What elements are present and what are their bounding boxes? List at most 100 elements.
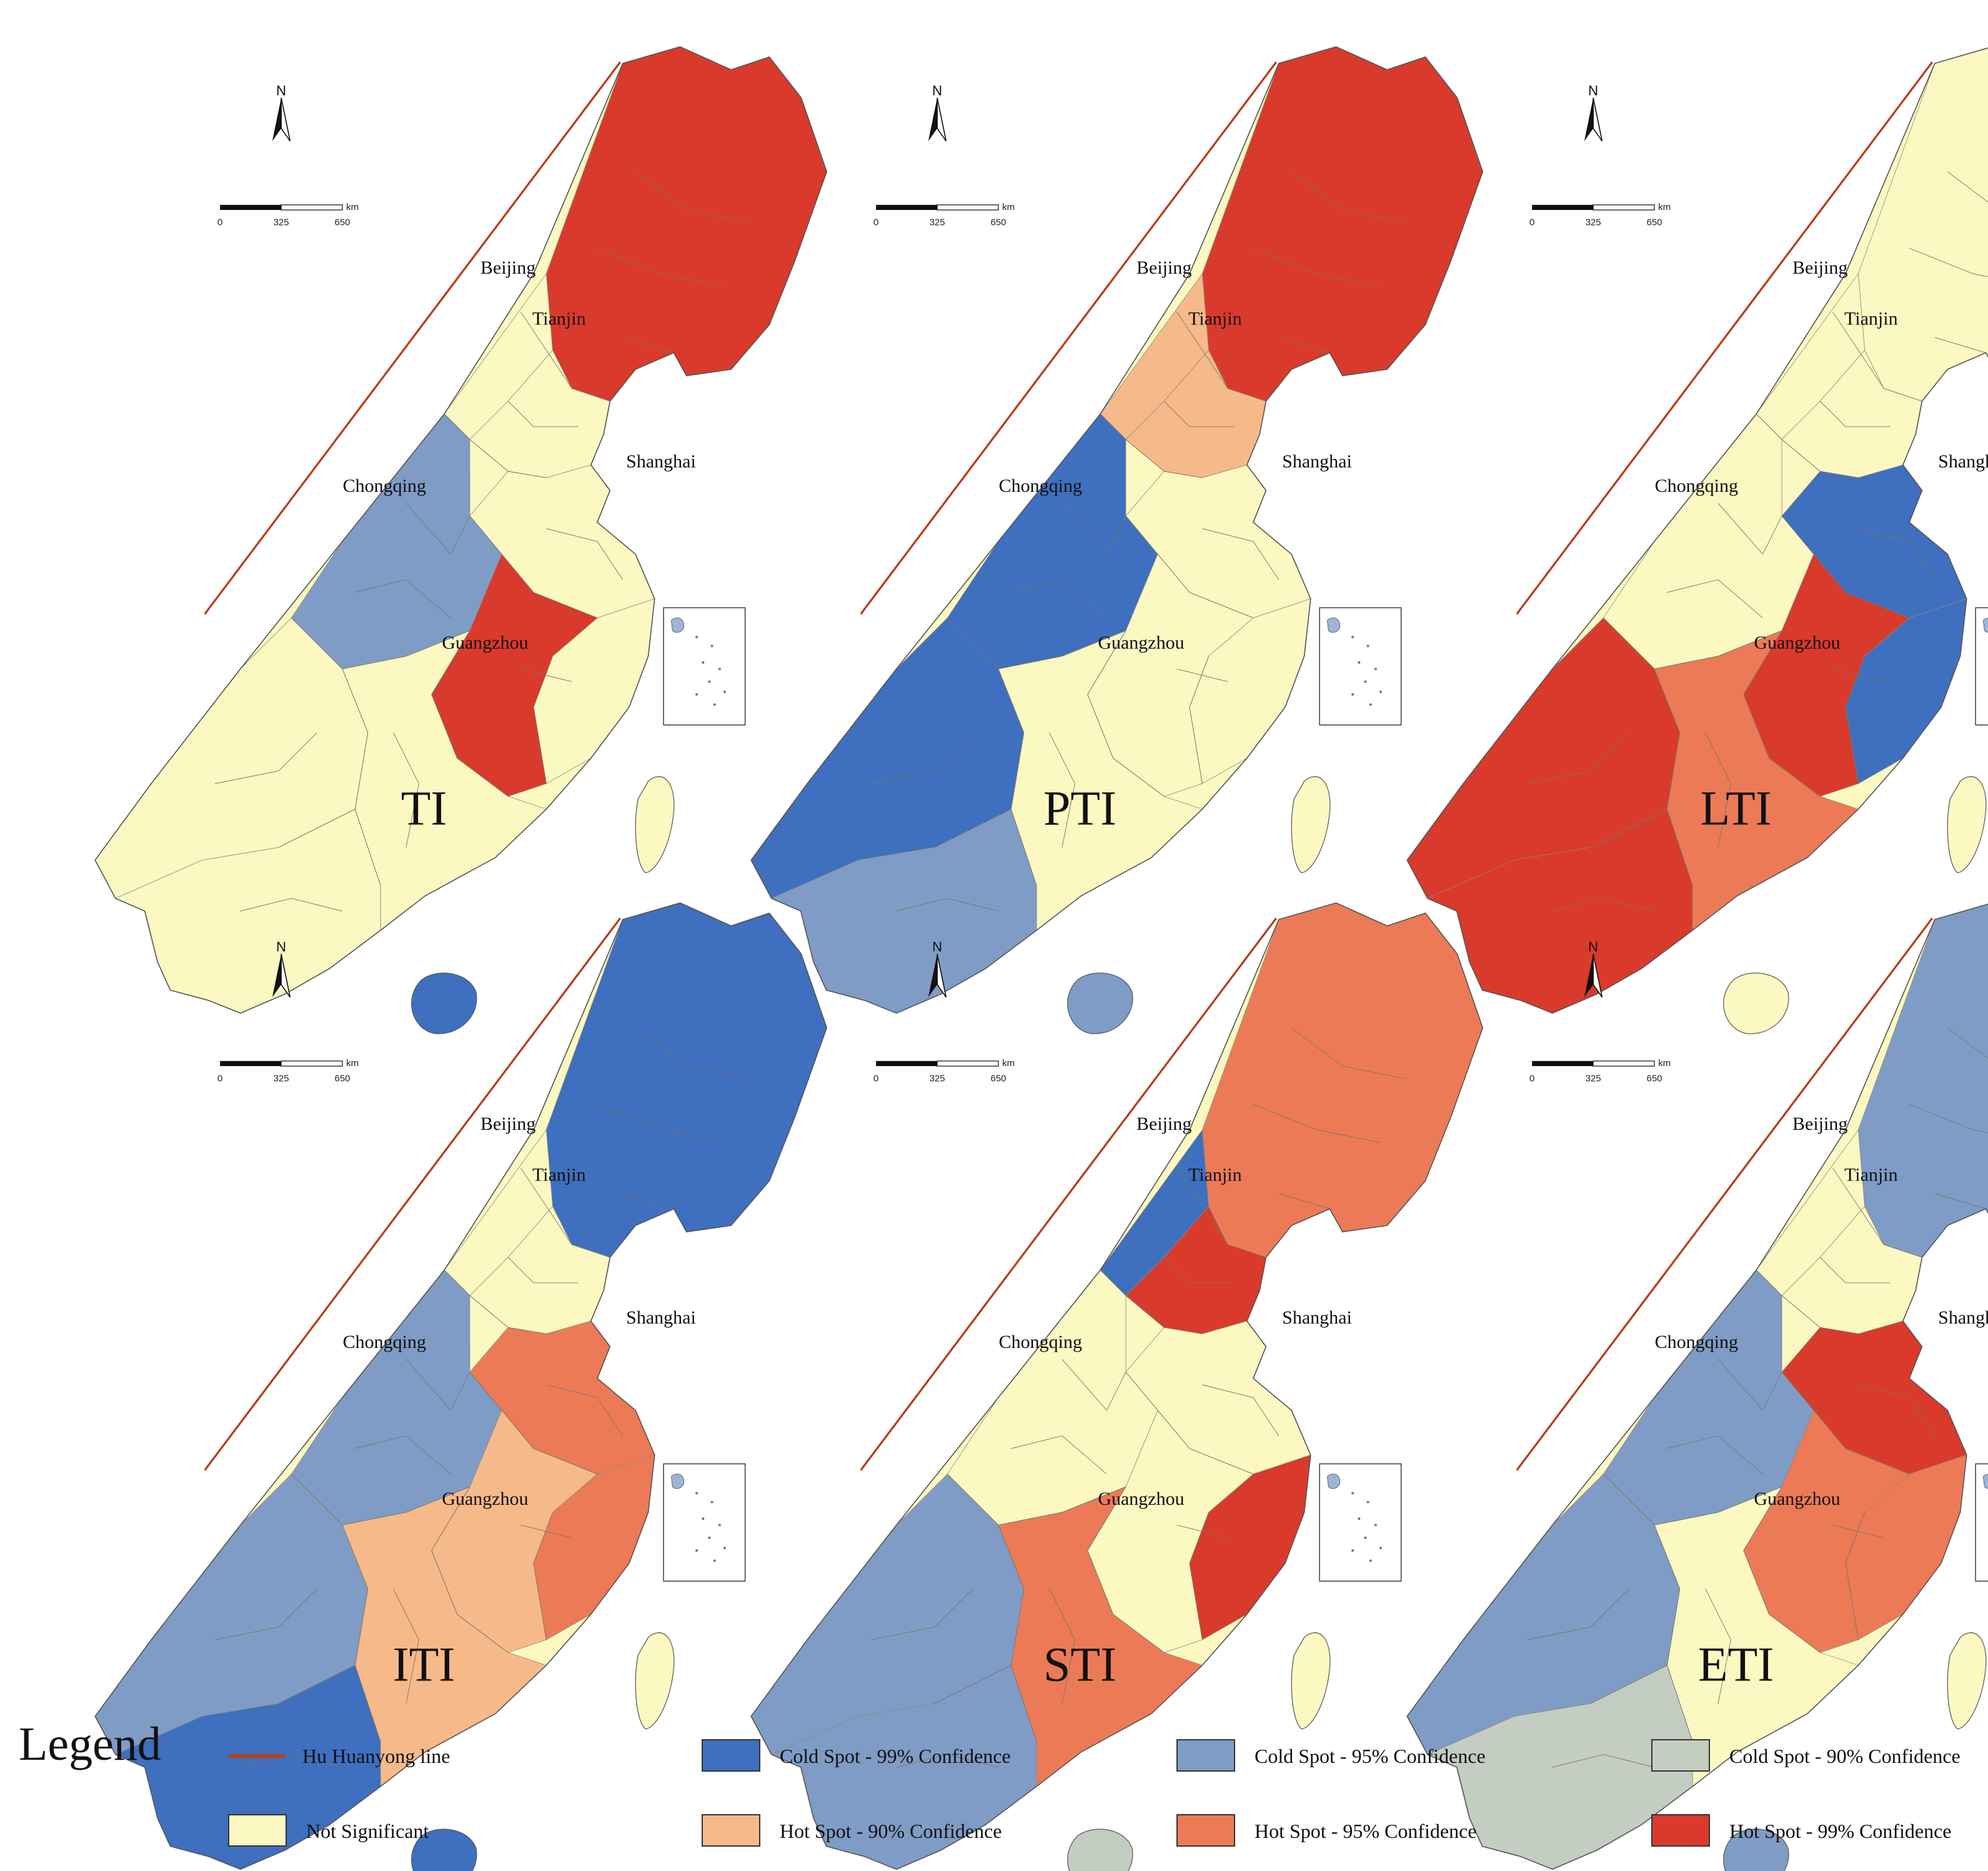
- admin-border: [1278, 1193, 1330, 1209]
- admin-border: [431, 1486, 509, 1653]
- map-body: [94, 902, 828, 1871]
- admin-border: [1654, 1486, 1782, 1525]
- admin-border: [1717, 1359, 1782, 1411]
- admin-border: [1603, 617, 1693, 886]
- city-label-chongqing: Chongqing: [999, 1332, 1082, 1352]
- admin-border: [520, 668, 572, 682]
- city-label-tianjin: Tianjin: [1188, 1165, 1242, 1185]
- scale-tick-label: 325: [1586, 217, 1601, 227]
- admin-border: [405, 1359, 470, 1411]
- admin-border: [1163, 401, 1235, 427]
- region-taiwan: [1291, 1632, 1331, 1730]
- scale-tick-label: 650: [334, 217, 350, 227]
- legend-swatch: [228, 1814, 287, 1847]
- legend-swatch: [702, 1739, 760, 1772]
- scale-bar: [876, 1060, 999, 1067]
- admin-border: [947, 1474, 1037, 1742]
- admin-border: [635, 1027, 750, 1079]
- admin-border: [1202, 528, 1280, 580]
- city-label-guangzhou: Guangzhou: [1754, 632, 1840, 653]
- admin-border: [1845, 1512, 1866, 1640]
- admin-border: [1858, 1384, 1936, 1436]
- map-body: [750, 46, 1484, 1034]
- legend-label: Cold Spot - 90% Confidence: [1729, 1745, 1961, 1767]
- map-panel-pti: N 0 325 650 km Beijing Tianjin Shanghai Chongqin…: [750, 46, 1484, 1034]
- hu-huanyong-line: [860, 61, 1278, 615]
- hu-huanyong-line: [204, 61, 622, 615]
- admin-border: [1934, 1193, 1986, 1209]
- scale-unit: km: [1658, 202, 1671, 212]
- admin-border: [1743, 1486, 1821, 1653]
- scale-bar: [1532, 204, 1655, 211]
- admin-border: [1163, 1257, 1235, 1284]
- admin-border: [469, 439, 547, 478]
- region-hainan: [1723, 972, 1789, 1034]
- scale-tick-label: 650: [334, 1073, 350, 1084]
- admin-border: [947, 617, 1037, 886]
- admin-border: [635, 171, 750, 223]
- admin-border: [1590, 1665, 1667, 1704]
- coastline: [94, 46, 828, 1014]
- admin-border: [1552, 1754, 1655, 1768]
- south-china-sea-inset: [663, 607, 746, 726]
- coastline: [750, 46, 1484, 1014]
- admin-border: [214, 732, 317, 784]
- admin-border: [355, 579, 451, 619]
- map-panel-lti: N 0 325 650 km Beijing Tianjin Shanghai Chongqin…: [1406, 46, 1988, 1034]
- scale-unit: km: [1002, 202, 1015, 212]
- admin-border: [533, 656, 554, 784]
- legend-swatch: [1176, 1814, 1235, 1847]
- admin-border: [1743, 630, 1821, 797]
- admin-border: [1832, 668, 1884, 682]
- panel-text: N 0 325 650 km Beijing Tianjin Shanghai Chongqin…: [873, 82, 1352, 835]
- admin-border: [291, 617, 381, 886]
- panel-title: PTI: [1043, 781, 1116, 835]
- admin-border: [1756, 414, 1782, 440]
- admin-border: [520, 311, 610, 402]
- region-hainan: [1067, 972, 1133, 1034]
- legend-label: Hot Spot - 90% Confidence: [780, 1820, 1002, 1842]
- map-body: [750, 902, 1484, 1871]
- city-label-beijing: Beijing: [1136, 1114, 1191, 1134]
- legend-title: Legend: [19, 1718, 161, 1770]
- city-label-beijing: Beijing: [480, 1114, 535, 1134]
- admin-border: [1832, 1167, 1922, 1258]
- region-taiwan: [1291, 776, 1331, 874]
- admin-border: [597, 1104, 725, 1143]
- admin-border: [520, 1524, 572, 1539]
- city-label-tianjin: Tianjin: [532, 309, 586, 329]
- scale-unit: km: [1002, 1058, 1015, 1069]
- admin-border: [1667, 579, 1763, 619]
- admin-border: [444, 1270, 470, 1296]
- region-ne: [545, 46, 827, 402]
- map-body: [94, 46, 828, 1034]
- region-ne: [1201, 46, 1483, 402]
- north-label: N: [276, 82, 286, 98]
- map-body: [1406, 46, 1988, 1034]
- admin-border: [1819, 1257, 1891, 1284]
- scale-bar: [1532, 1060, 1655, 1067]
- scale-tick-label: 0: [873, 1073, 878, 1084]
- admin-border: [1189, 1512, 1210, 1640]
- admin-border: [1526, 732, 1629, 784]
- admin-border: [1781, 439, 1859, 478]
- hu-huanyong-line: [1516, 61, 1934, 615]
- panel-text: N 0 325 650 km Beijing Tianjin Shanghai Chongqin…: [217, 82, 696, 835]
- city-label-tianjin: Tianjin: [1188, 309, 1242, 329]
- admin-border: [342, 630, 470, 669]
- coastline: [94, 902, 828, 1870]
- city-label-chongqing: Chongqing: [343, 476, 426, 496]
- admin-border: [870, 732, 973, 784]
- admin-border: [1176, 1167, 1266, 1258]
- admin-border: [1832, 311, 1922, 402]
- admin-border: [1049, 1589, 1075, 1704]
- admin-border: [546, 528, 624, 580]
- admin-border: [393, 1589, 419, 1704]
- admin-border: [431, 630, 509, 797]
- scale-tick-label: 0: [873, 217, 878, 227]
- legend-swatch: [702, 1814, 760, 1847]
- legend-item-cold99: Cold Spot - 99% Confidence: [702, 1739, 1011, 1772]
- admin-border: [355, 1435, 451, 1475]
- admin-border: [1845, 656, 1866, 784]
- map-panel-sti: N 0 325 650 km Beijing Tianjin Shanghai Chongqin…: [750, 902, 1484, 1871]
